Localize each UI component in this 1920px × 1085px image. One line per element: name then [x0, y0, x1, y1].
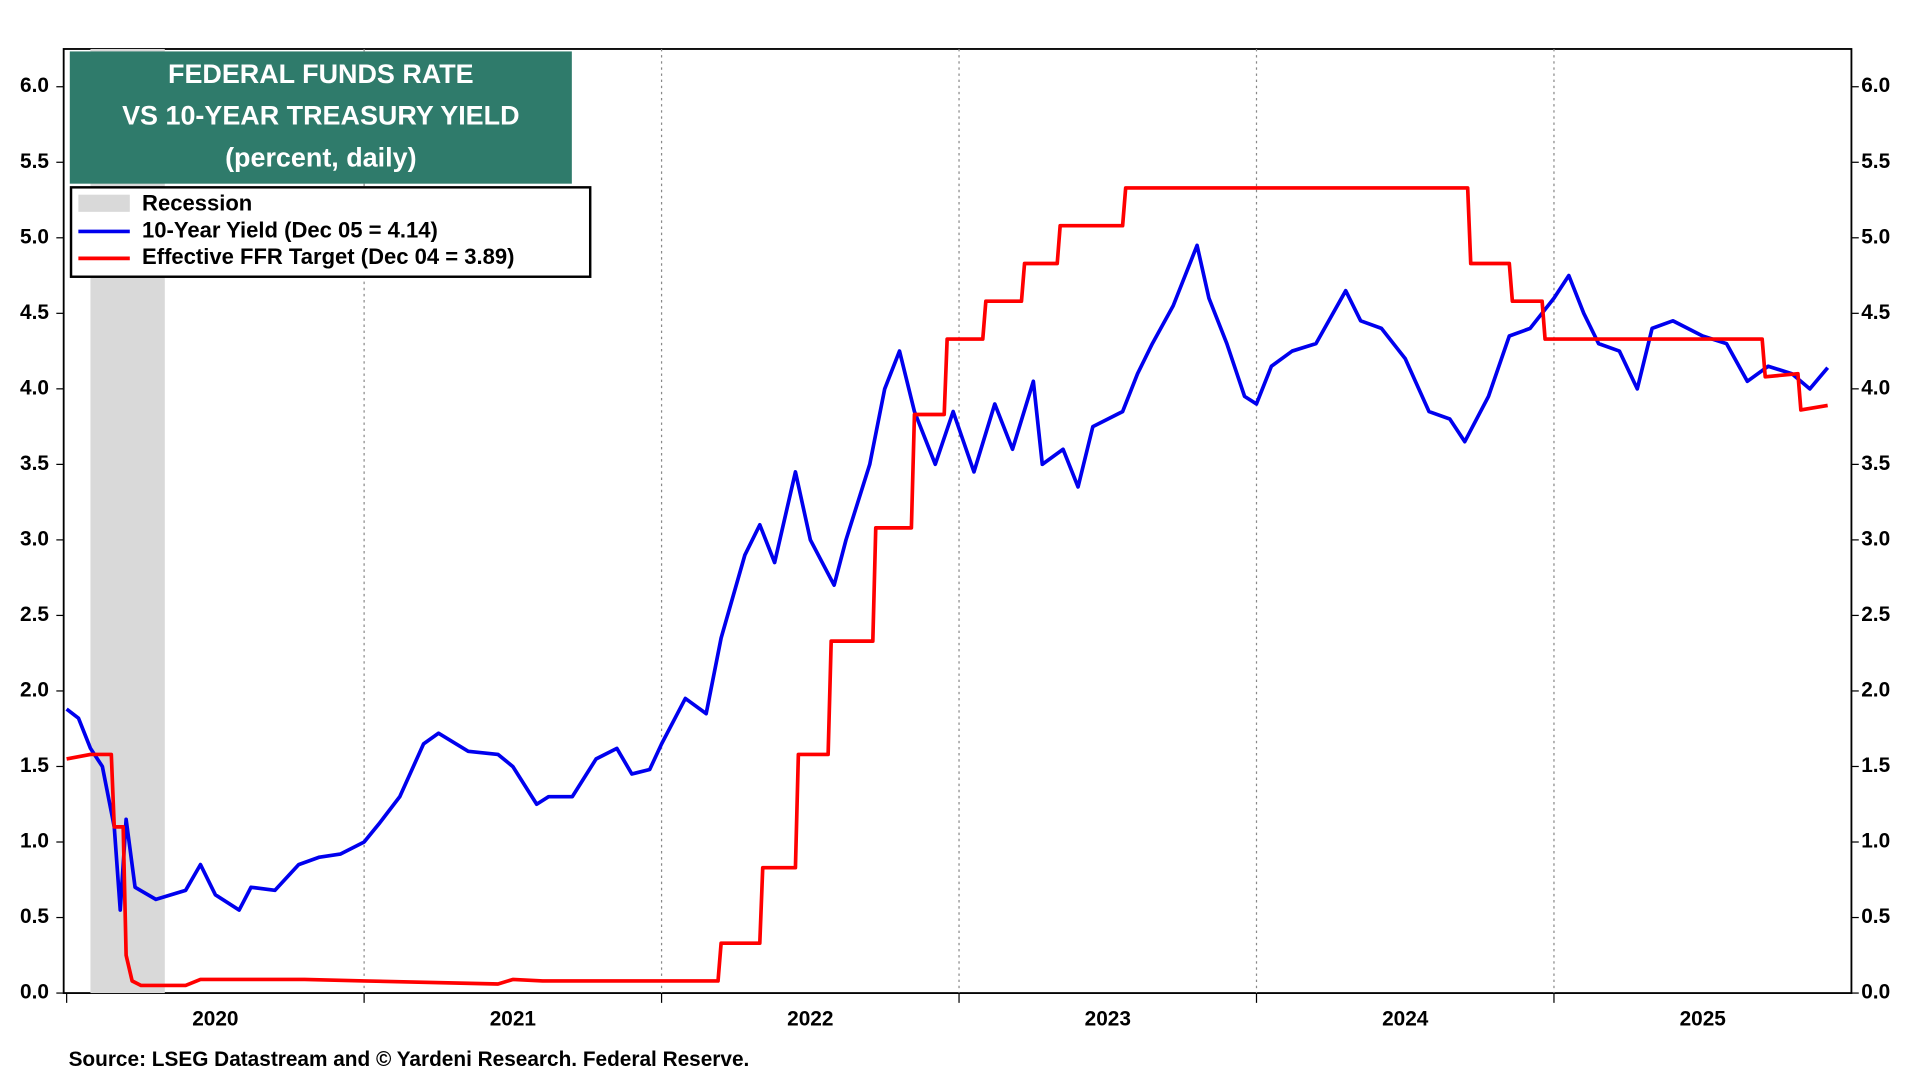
y-tick-label: 0.0	[20, 981, 49, 1004]
y-tick-label: 2.0	[20, 678, 49, 701]
chart-title: FEDERAL FUNDS RATE	[168, 59, 474, 89]
grid: 0.0 0.0 0.5 0.5 1.0 1.0 1.5 1.5 2.0 2.0 2.5 2.5 3.0 3…	[20, 48, 1890, 1031]
y2-tick-label: 5.5	[1861, 150, 1890, 173]
y2-tick-label: 1.0	[1861, 830, 1890, 853]
x-tick-label: 2024	[1382, 1008, 1429, 1031]
title-box	[69, 51, 572, 184]
y2-tick-label: 4.0	[1861, 376, 1890, 399]
y-tick-label: 6.0	[20, 74, 49, 97]
x-tick-label: 2025	[1680, 1008, 1726, 1031]
y2-tick-label: 5.0	[1861, 225, 1890, 248]
y-tick-label: 5.0	[20, 225, 49, 248]
legend-label: 10-Year Yield (Dec 05 = 4.14)	[142, 217, 438, 242]
y-tick-label: 1.0	[20, 830, 49, 853]
legend-label: Effective FFR Target (Dec 04 = 3.89)	[142, 244, 514, 269]
y2-tick-label: 2.5	[1861, 603, 1890, 626]
series-line	[65, 243, 1830, 912]
source-note: Source: LSEG Datastream and © Yardeni Re…	[69, 1048, 750, 1071]
y2-tick-label: 2.0	[1861, 678, 1890, 701]
x-tick-label: 2020	[192, 1008, 238, 1031]
y2-tick-label: 0.5	[1861, 905, 1890, 928]
y-tick-label: 2.5	[20, 603, 49, 626]
y-tick-label: 1.5	[20, 754, 49, 777]
y-tick-label: 4.5	[20, 301, 49, 324]
y-tick-label: 5.5	[20, 150, 49, 173]
y2-tick-label: 4.5	[1861, 301, 1890, 324]
series-line	[66, 186, 1828, 988]
y2-tick-label: 3.0	[1861, 527, 1890, 550]
y-tick-label: 0.5	[20, 905, 49, 928]
chart-title: VS 10-YEAR TREASURY YIELD	[122, 101, 519, 131]
y2-tick-label: 6.0	[1861, 74, 1890, 97]
plot-frame	[62, 48, 1853, 994]
y2-tick-label: 3.5	[1861, 452, 1890, 475]
y-tick-label: 4.0	[20, 376, 49, 399]
x-tick-label: 2021	[490, 1008, 536, 1031]
y-tick-label: 3.0	[20, 527, 49, 550]
chart-subtitle: (percent, daily)	[225, 142, 417, 172]
x-tick-label: 2022	[787, 1008, 833, 1031]
legend-label: Recession	[142, 190, 252, 215]
x-tick-label: 2023	[1085, 1008, 1131, 1031]
y-tick-label: 3.5	[20, 452, 49, 475]
y2-tick-label: 1.5	[1861, 754, 1890, 777]
y2-tick-label: 0.0	[1861, 981, 1890, 1004]
legend-box	[69, 186, 592, 278]
legend-swatch	[78, 194, 130, 212]
